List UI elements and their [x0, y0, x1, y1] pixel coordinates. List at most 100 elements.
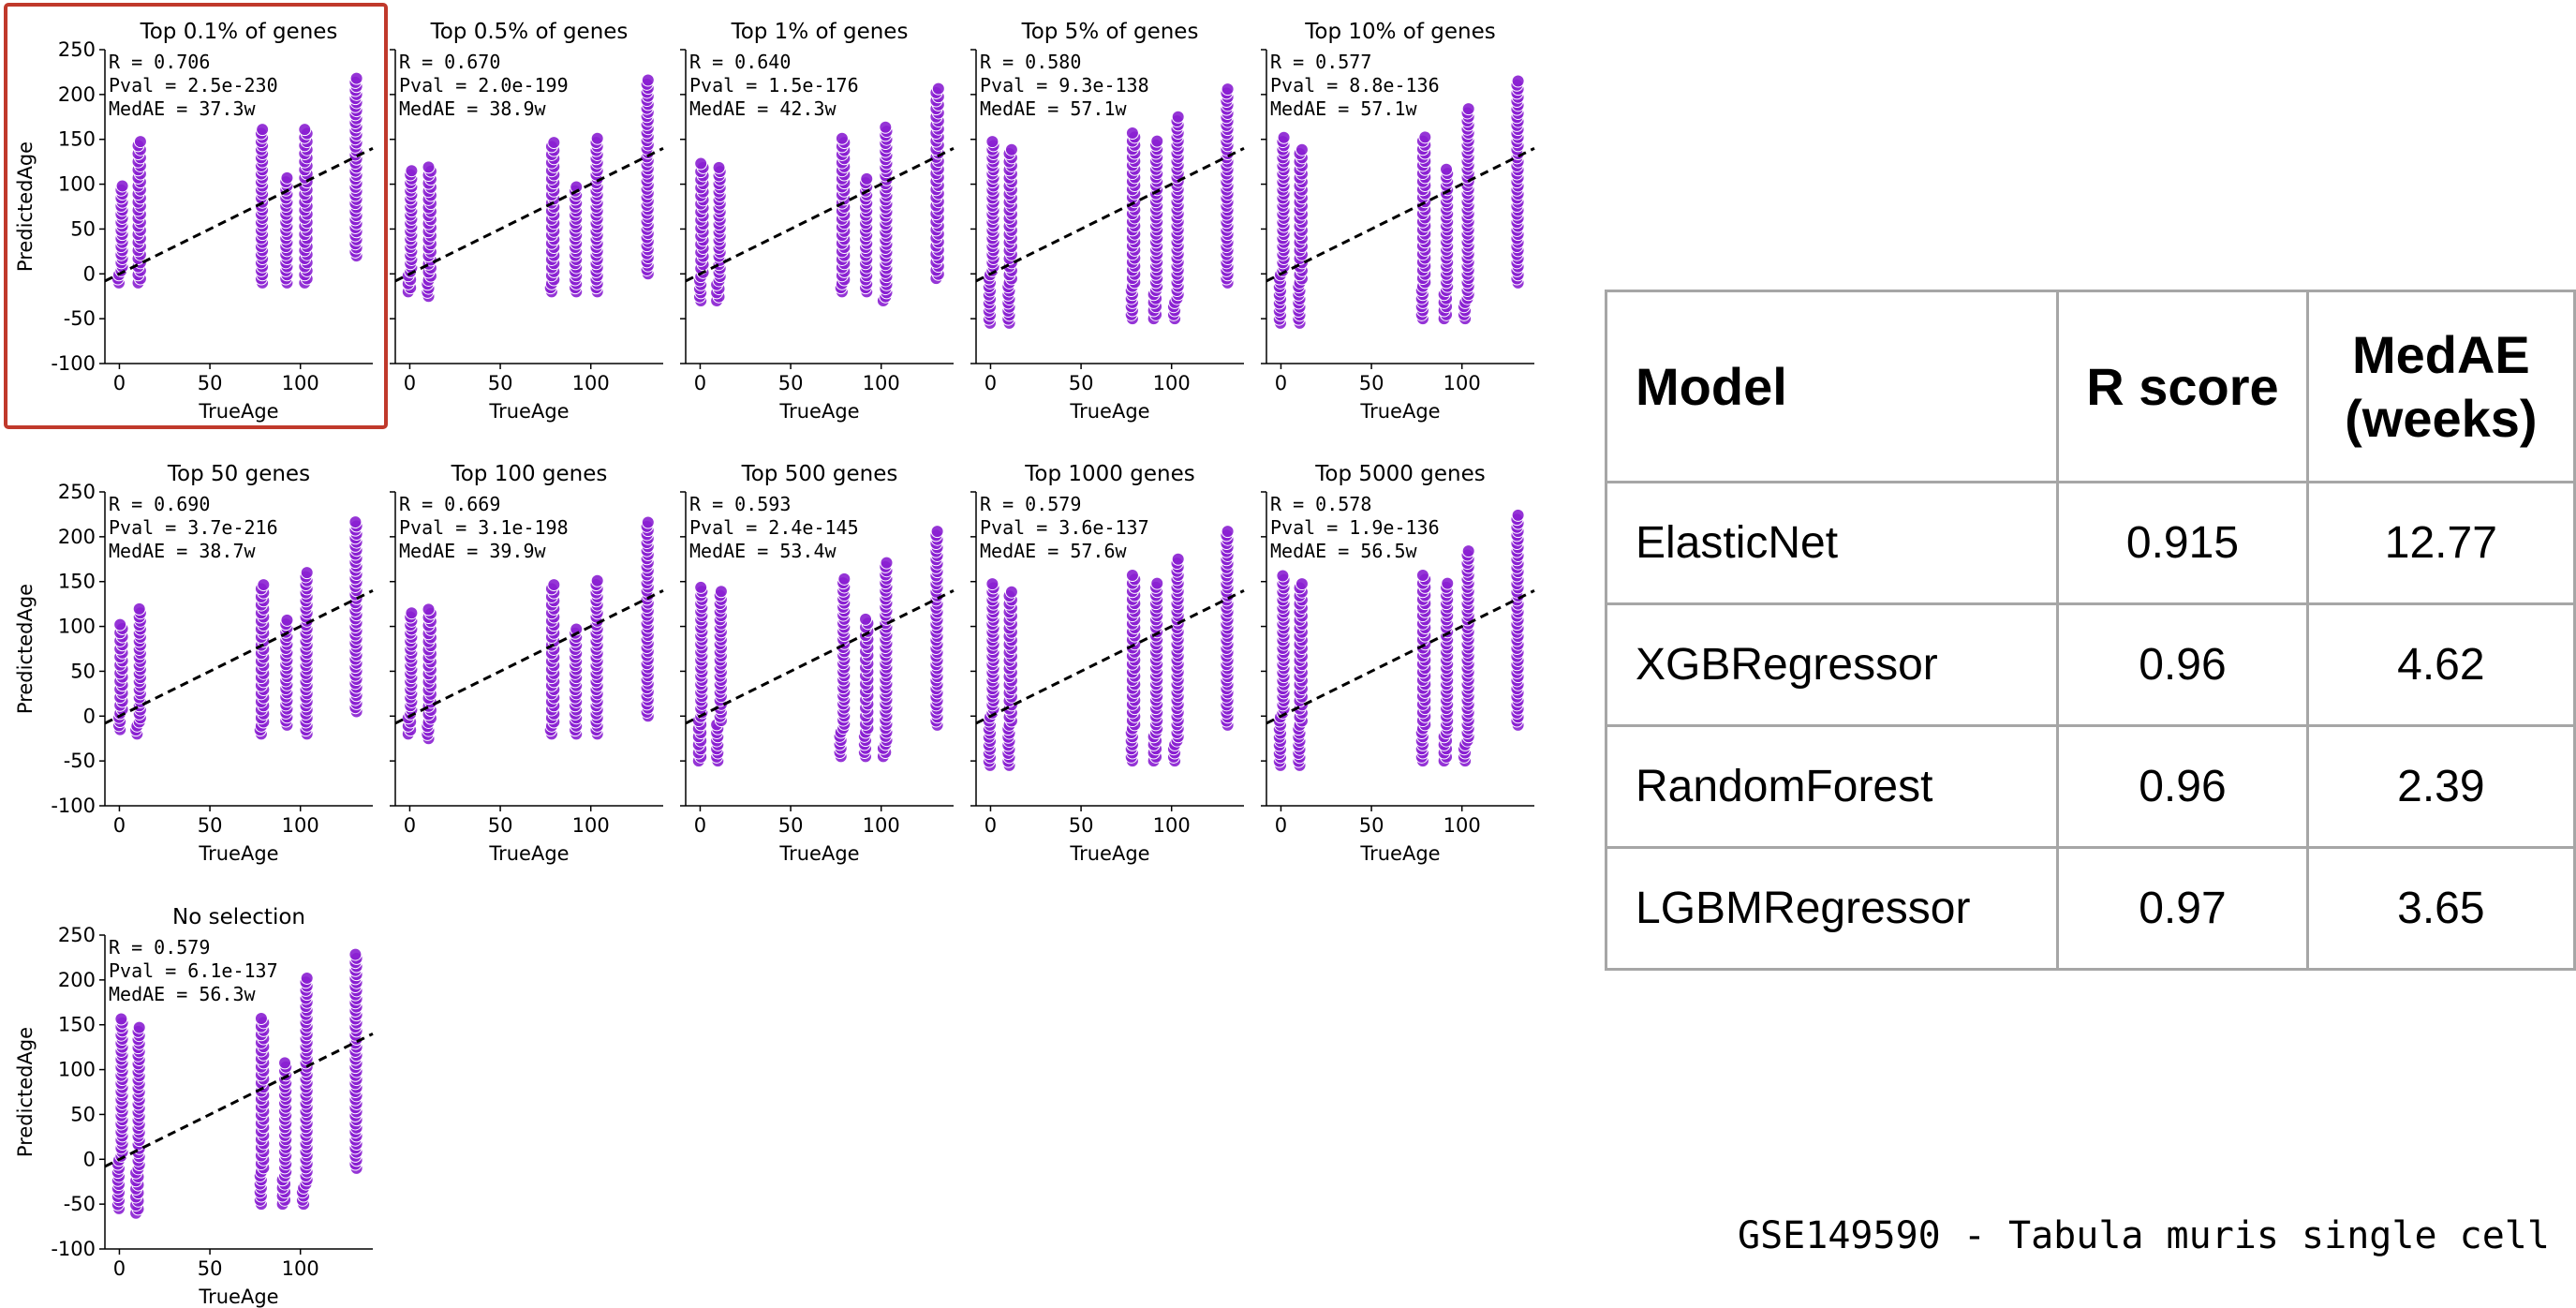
fit-line	[1266, 588, 1535, 725]
x-tick-label: 50	[488, 814, 513, 837]
r-score: 0.96	[2056, 724, 2309, 849]
y-tick-label: 250	[58, 924, 96, 946]
data-point	[641, 515, 655, 529]
data-point	[1171, 110, 1185, 124]
x-axis-label: TrueAge	[488, 842, 569, 865]
data-point	[1441, 576, 1455, 590]
x-tick-label: 50	[1069, 814, 1094, 837]
panel-title: Top 1% of genes	[731, 20, 909, 44]
data-point	[1295, 142, 1309, 156]
medae: 12.77	[2305, 481, 2576, 605]
data-point	[712, 160, 726, 174]
stat-label: R = 0.670	[399, 51, 500, 73]
x-tick-label: 50	[778, 814, 804, 837]
fit-line	[685, 588, 955, 725]
y-tick-label: -50	[64, 307, 96, 330]
fit-line	[104, 588, 374, 725]
stat-label: MedAE = 38.7w	[109, 540, 256, 562]
x-tick-label: 50	[198, 372, 223, 394]
data-point	[694, 156, 708, 171]
scatter-panel: -100 -50 0 50 100 150 200 250 0 50 100 Top 50 genes…	[14, 462, 374, 865]
stat-label: MedAE = 38.9w	[399, 97, 546, 120]
x-tick-label: 100	[1443, 814, 1481, 837]
panel-title: Top 10% of genes	[1304, 20, 1496, 44]
header-medae: MedAE (weeks)	[2305, 290, 2576, 483]
fit-line	[104, 1032, 374, 1168]
panel-title: No selection	[172, 905, 305, 929]
dataset-caption: GSE149590 - Tabula muris single cell	[1738, 1214, 2550, 1257]
table-header-row: Model R score MedAE (weeks)	[1604, 290, 2576, 483]
y-tick-label: 0	[83, 262, 96, 285]
data-point	[985, 577, 999, 591]
y-tick-label: 200	[58, 526, 96, 548]
stat-label: Pval = 8.8e-136	[1270, 74, 1440, 97]
table-row: LGBMRegressor 0.97 3.65	[1604, 846, 2576, 971]
data-point	[1461, 544, 1475, 558]
x-axis-label: TrueAge	[488, 400, 569, 423]
y-tick-label: -50	[64, 750, 96, 772]
stat-label: R = 0.706	[109, 51, 210, 73]
stat-label: Pval = 1.5e-176	[689, 74, 859, 97]
stat-label: MedAE = 57.1w	[1270, 97, 1417, 120]
x-tick-label: 0	[113, 372, 126, 394]
data-point	[1221, 525, 1235, 539]
fit-line	[394, 146, 664, 283]
data-point	[298, 123, 312, 137]
scatter-panel: -100 -50 0 50 100 150 200 250 0 50 100 No selection…	[14, 905, 374, 1308]
data-point	[348, 947, 363, 961]
y-tick-label: 200	[58, 83, 96, 106]
r-score: 0.915	[2056, 481, 2309, 605]
y-tick-label: 50	[70, 217, 96, 240]
y-tick-label: -50	[64, 1193, 96, 1215]
stat-label: R = 0.690	[109, 493, 210, 515]
x-tick-label: 50	[1359, 372, 1384, 394]
x-tick-label: 100	[282, 1257, 319, 1280]
data-point	[349, 71, 363, 85]
x-tick-label: 100	[282, 372, 319, 394]
data-point	[1295, 577, 1309, 591]
model-name: XGBRegressor	[1604, 602, 2060, 727]
data-point	[859, 612, 873, 626]
panel-title: Top 500 genes	[741, 462, 898, 486]
y-tick-label: 100	[58, 1059, 96, 1081]
x-tick-label: 100	[572, 814, 610, 837]
stat-label: MedAE = 57.6w	[980, 540, 1127, 562]
x-tick-label: 50	[778, 372, 804, 394]
data-point	[300, 971, 314, 985]
data-point	[1418, 130, 1432, 144]
x-tick-label: 100	[863, 372, 900, 394]
data-point	[879, 120, 893, 134]
panel-title: Top 0.1% of genes	[140, 20, 338, 44]
stat-label: MedAE = 42.3w	[689, 97, 836, 120]
data-point	[931, 82, 945, 96]
data-point	[641, 73, 655, 87]
data-point	[985, 135, 999, 149]
data-point	[570, 622, 584, 636]
y-tick-label: 50	[70, 1103, 96, 1125]
stat-label: MedAE = 37.3w	[109, 97, 256, 120]
data-point	[1277, 130, 1291, 144]
data-point	[547, 578, 561, 592]
x-tick-label: 0	[985, 814, 997, 837]
stat-label: R = 0.579	[109, 936, 210, 959]
x-axis-label: TrueAge	[778, 400, 859, 423]
fit-line	[104, 146, 374, 283]
x-tick-label: 50	[1359, 814, 1384, 837]
x-tick-label: 50	[198, 1257, 223, 1280]
x-tick-label: 100	[282, 814, 319, 837]
x-axis-label: TrueAge	[198, 1286, 278, 1308]
panel-title: Top 1000 genes	[1024, 462, 1194, 486]
y-tick-label: -100	[51, 795, 96, 817]
data-point	[422, 160, 436, 174]
data-point	[570, 180, 584, 194]
y-axis-label: PredictedAge	[14, 584, 37, 714]
stat-label: R = 0.640	[689, 51, 791, 73]
x-tick-label: 50	[1069, 372, 1094, 394]
y-tick-label: -100	[51, 1238, 96, 1260]
data-point	[1125, 569, 1139, 583]
